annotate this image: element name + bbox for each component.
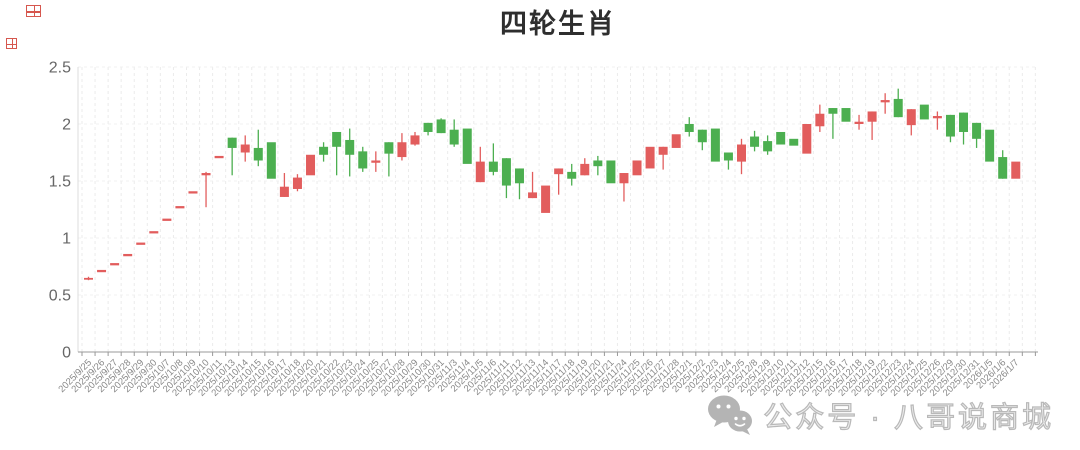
candle-body [175, 206, 185, 209]
candle-body [776, 131, 786, 145]
candle-body [436, 119, 446, 134]
candle-body [410, 135, 420, 145]
candle-body [253, 147, 263, 161]
candle-body [541, 185, 551, 213]
candle-body [867, 111, 877, 122]
y-axis-label: 2 [62, 117, 71, 134]
candle-body [462, 128, 472, 164]
candle-body [214, 155, 224, 159]
y-axis-label: 1 [62, 231, 71, 248]
candle-body [1011, 161, 1021, 179]
candle-body [710, 128, 720, 162]
candle-body [919, 104, 929, 120]
candle-body [893, 98, 903, 118]
watermark: 公众号 · 八哥说商城 [707, 394, 1054, 436]
candle-body [227, 137, 237, 148]
candle-body [671, 134, 681, 148]
candle-body [998, 157, 1008, 179]
candle-body [306, 154, 316, 176]
candle-body [554, 168, 564, 175]
candle-body [606, 160, 616, 184]
candle-body [332, 131, 342, 147]
y-axis-label: 2.5 [49, 60, 71, 77]
candle-body [149, 231, 159, 234]
y-axis-label: 0.5 [49, 288, 71, 305]
candle-body [959, 112, 969, 132]
candle-body [750, 136, 760, 147]
candle-body [880, 100, 890, 103]
candle-body [475, 161, 485, 183]
candle-body [619, 173, 629, 184]
wechat-icon [708, 395, 753, 435]
candle-body [528, 192, 538, 199]
candle-body [972, 122, 982, 139]
candle-body [932, 116, 942, 119]
candle-body [906, 109, 916, 126]
candle-body [697, 129, 707, 143]
candle-body [828, 108, 838, 114]
candle-body [266, 142, 276, 179]
candle-body [110, 263, 120, 266]
candle-body [136, 242, 146, 245]
candle-body [737, 144, 746, 162]
candle-body [488, 161, 498, 172]
candle-body [658, 146, 668, 155]
candle-body [580, 163, 590, 176]
watermark-text: 公众号 · 八哥说商城 [763, 401, 1054, 434]
candle-body [279, 186, 289, 197]
candle-body [384, 142, 394, 154]
candle-body [240, 144, 250, 153]
candle-body [684, 124, 694, 132]
candle-body [449, 129, 459, 145]
candle-body [763, 141, 773, 152]
candle-body [501, 158, 511, 186]
y-axis-label: 1.5 [49, 174, 71, 191]
candle-body [319, 146, 329, 155]
corner-mark-icon [26, 5, 41, 17]
candle-body [985, 129, 995, 162]
candle-body [371, 160, 381, 163]
candle-body [802, 124, 812, 154]
page-title: 四轮生肖 [500, 9, 616, 39]
candle-body [397, 142, 407, 158]
candle-body [593, 160, 603, 167]
candle-body [188, 191, 198, 194]
candle-body [97, 269, 107, 273]
candle-body [815, 113, 825, 127]
candle-body [632, 160, 642, 176]
candle-body [84, 277, 93, 280]
candle-body [854, 121, 864, 124]
corner-mark-icon [6, 38, 17, 49]
candle-body [162, 218, 172, 221]
candle-body [201, 173, 211, 176]
y-axis-label: 0 [62, 345, 71, 362]
candle-body [358, 151, 368, 169]
candle-body [841, 108, 851, 122]
candle-body [345, 139, 355, 155]
candle-body [789, 138, 799, 146]
candle-body [423, 122, 433, 132]
candle-body [945, 114, 955, 137]
candle-body [123, 253, 133, 257]
candle-body [292, 177, 302, 189]
candle-body [723, 152, 733, 161]
candle-body [567, 171, 577, 179]
candle-body [645, 146, 655, 169]
candle-body [514, 168, 524, 184]
